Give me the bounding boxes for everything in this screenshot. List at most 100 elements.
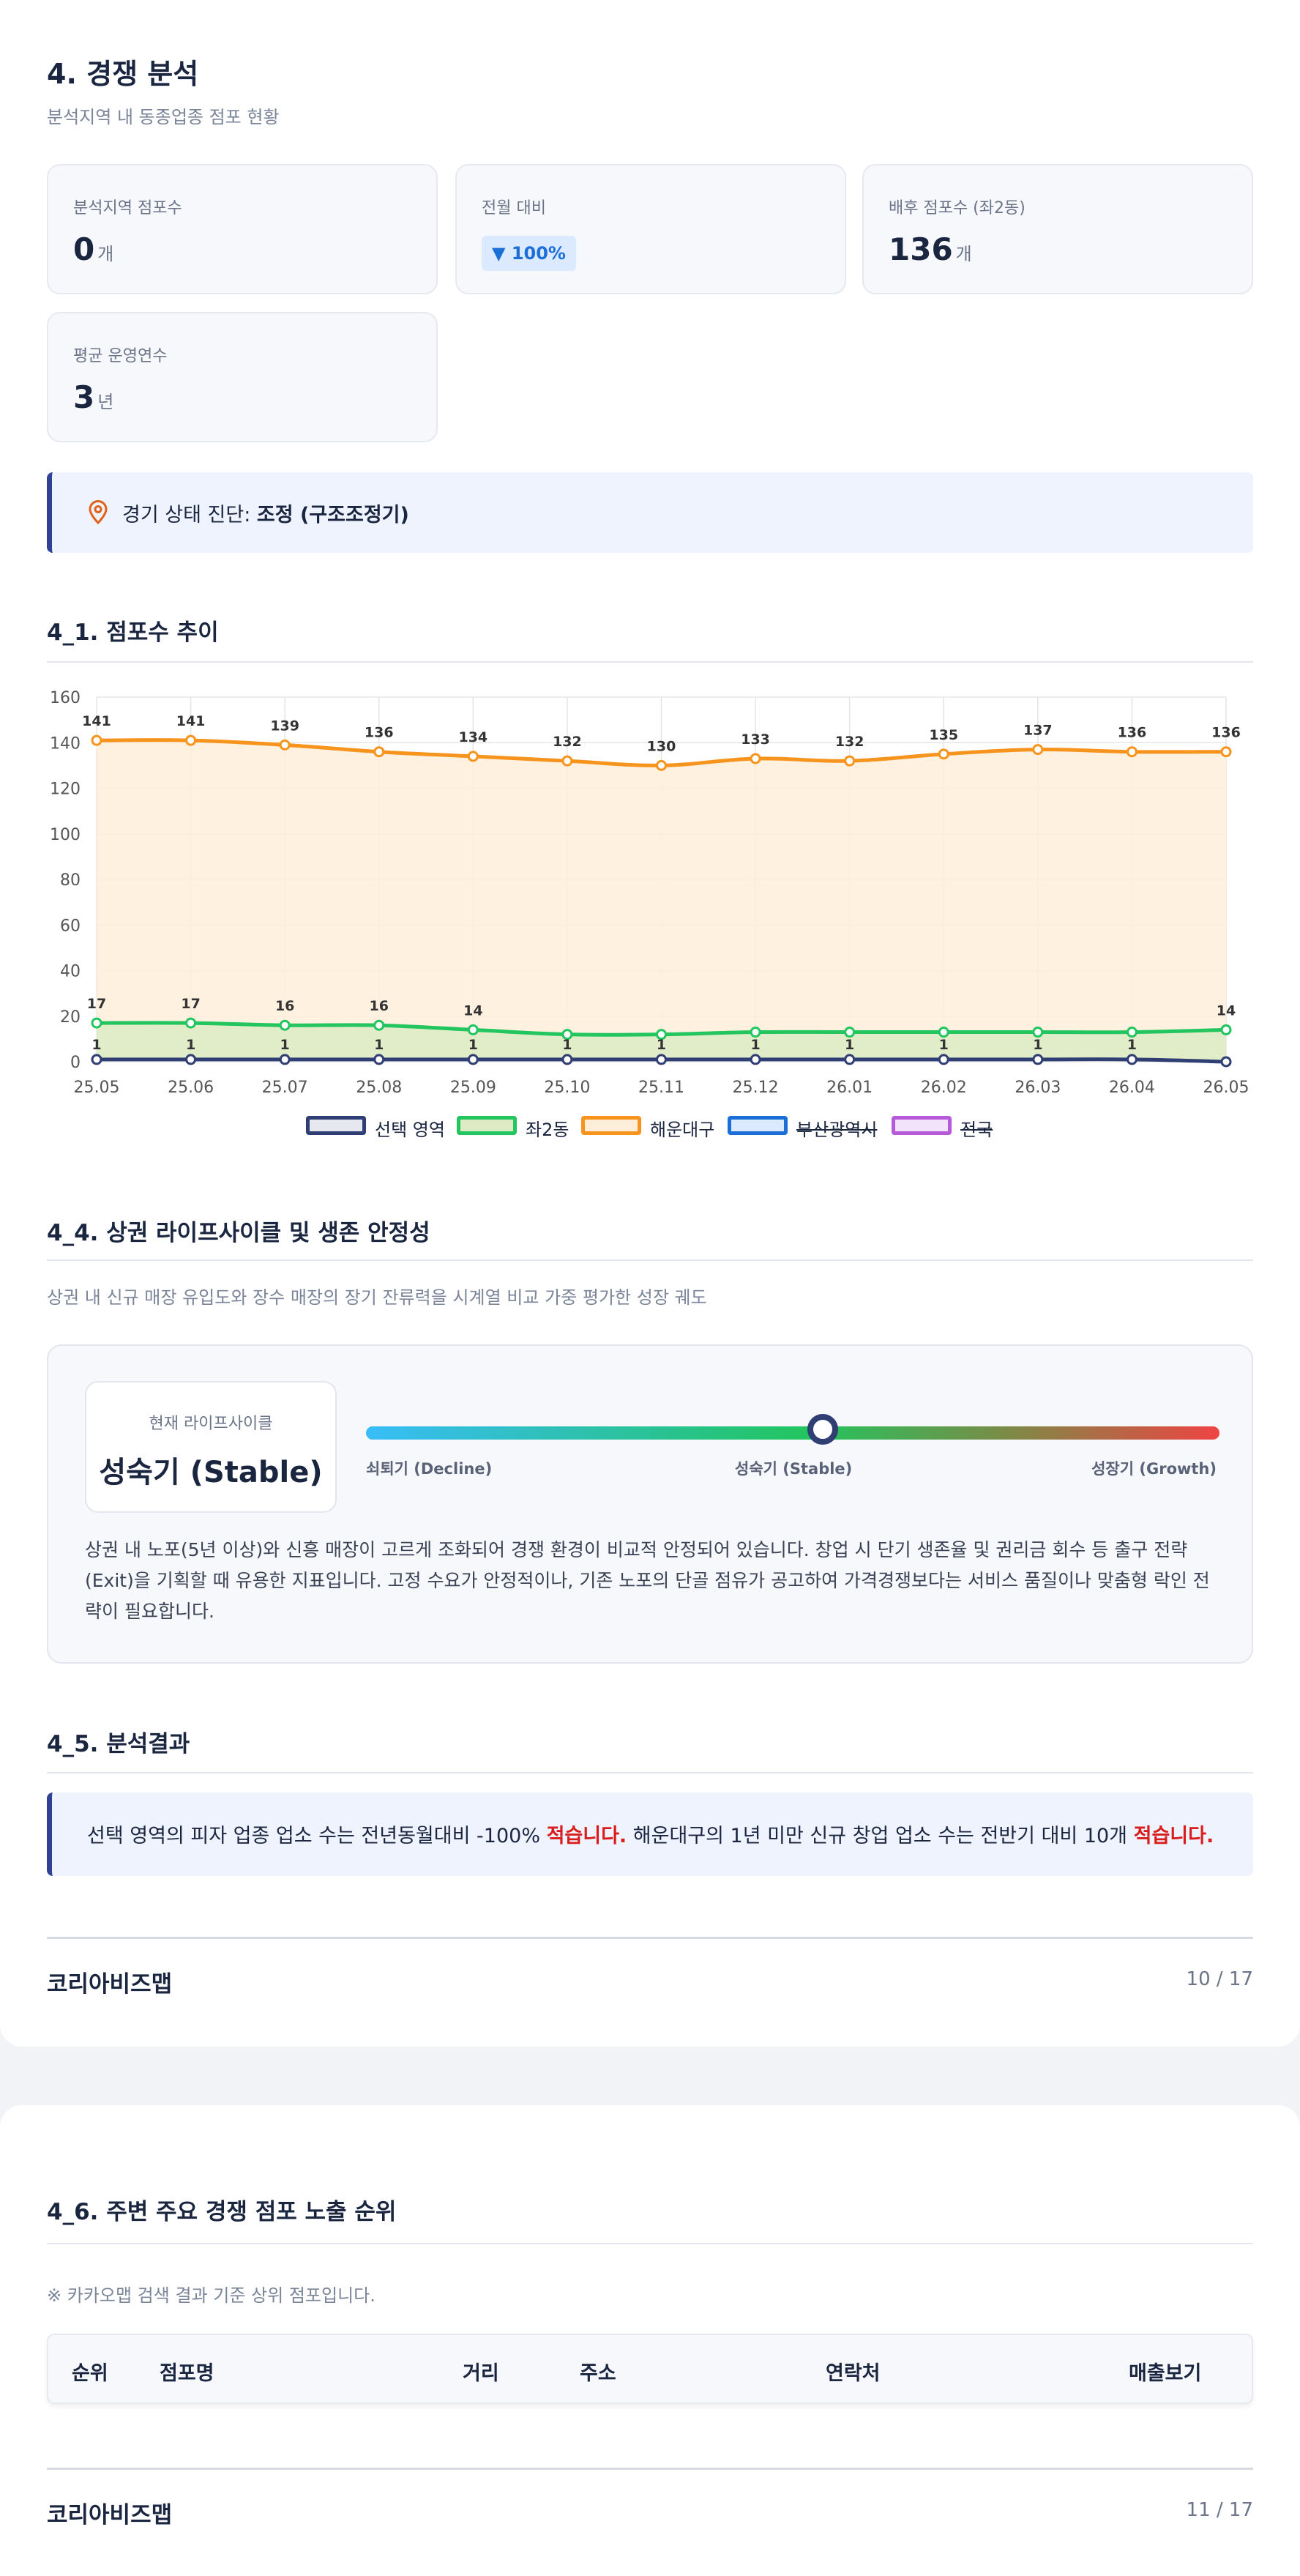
data-label: 136 — [1118, 725, 1147, 741]
store-count-trend-chart: 0 20 40 60 80 100 120 140 160 25.05 25.06 25.07 25.0… — [50, 689, 1249, 1097]
x-tick-label: 26.01 — [826, 1079, 873, 1097]
data-point — [750, 753, 761, 764]
data-label: 1 — [468, 1037, 478, 1053]
data-point — [938, 1027, 949, 1038]
data-label: 14 — [1217, 1002, 1236, 1019]
y-tick-label: 40 — [60, 963, 81, 981]
data-label: 1 — [280, 1037, 290, 1053]
legend-swatch-nationwide[interactable] — [892, 1116, 952, 1135]
data-label: 1 — [657, 1037, 666, 1053]
data-label: 17 — [87, 996, 106, 1012]
footer-divider — [47, 2468, 1253, 2470]
diagnosis-box: 경기 상태 진단: 조정 (구조조정기) — [47, 472, 1253, 553]
y-tick-label: 160 — [50, 689, 81, 707]
data-label: 133 — [741, 732, 770, 748]
data-point — [373, 1054, 385, 1065]
lifecycle-current-card: 현재 라이프사이클 성숙기 (Stable) — [85, 1381, 337, 1513]
footer-brand: 코리아비즈맵 — [47, 1971, 173, 1998]
data-point — [467, 1054, 479, 1065]
result-text: 선택 영역의 피자 업종 업소 수는 전년동월대비 -100% 적습니다. 해운… — [87, 1825, 1214, 1847]
x-tick-label: 26.02 — [921, 1079, 967, 1097]
data-point — [938, 748, 949, 760]
stat-label: 배후 점포수 (좌2동) — [889, 199, 1026, 217]
data-point — [91, 734, 102, 746]
y-tick-label: 140 — [50, 734, 81, 753]
change-badge: ▼ 100% — [482, 236, 576, 271]
data-label: 139 — [270, 718, 299, 734]
diagnosis-value: 조정 (구조조정기) — [256, 504, 409, 526]
data-label: 16 — [370, 998, 389, 1014]
data-point — [467, 1024, 479, 1035]
data-label: 17 — [181, 996, 200, 1012]
x-tick-label: 26.04 — [1109, 1079, 1155, 1097]
result-section-title: 4_5. 분석결과 — [47, 1731, 190, 1757]
footer-brand: 코리아비즈맵 — [47, 2502, 173, 2528]
data-point — [1032, 1027, 1044, 1038]
stat-label: 분석지역 점포수 — [73, 199, 182, 217]
lifecycle-card-value: 성숙기 (Stable) — [99, 1456, 323, 1489]
divider — [47, 2243, 1253, 2244]
data-label: 130 — [647, 738, 676, 754]
data-label: 14 — [463, 1002, 482, 1019]
series-area-해운대구 — [97, 740, 1226, 1062]
x-tick-label: 25.07 — [262, 1079, 308, 1097]
data-point — [1126, 1027, 1138, 1038]
data-label: 136 — [365, 725, 394, 741]
x-tick-label: 25.10 — [544, 1079, 590, 1097]
legend-swatch-busan[interactable] — [728, 1116, 788, 1135]
data-label: 136 — [1211, 725, 1241, 741]
data-label: 132 — [835, 734, 864, 750]
data-point — [844, 1027, 856, 1038]
legend-label-nationwide[interactable]: 전국 — [960, 1120, 993, 1140]
lifecycle-card-label: 현재 라이프사이클 — [149, 1415, 273, 1433]
data-point — [750, 1054, 761, 1065]
page-title: 4. 경쟁 분석 — [47, 58, 199, 90]
data-point — [844, 755, 856, 767]
y-tick-label: 0 — [70, 1054, 81, 1072]
data-point — [185, 1054, 197, 1065]
data-label: 132 — [553, 734, 582, 750]
data-point — [279, 1054, 291, 1065]
data-point — [656, 1029, 667, 1041]
diagnosis-text: 경기 상태 진단: 조정 (구조조정기) — [122, 504, 409, 526]
data-label: 137 — [1023, 723, 1053, 739]
data-label: 135 — [929, 727, 958, 743]
data-label: 141 — [82, 713, 111, 729]
data-label: 1 — [939, 1037, 949, 1053]
column-header-distance: 거리 — [463, 2362, 499, 2385]
data-point — [1220, 746, 1232, 758]
legend-label-busan[interactable]: 부산광역시 — [796, 1120, 878, 1140]
legend-swatch-jwa2dong[interactable] — [457, 1116, 517, 1135]
legend-swatch-selected[interactable] — [306, 1116, 366, 1135]
x-tick-label: 25.12 — [733, 1079, 779, 1097]
lifecycle-tick-decline: 쇠퇴기 (Decline) — [366, 1460, 493, 1478]
column-header-rank: 순위 — [72, 2362, 108, 2385]
legend-label-haeundae[interactable]: 해운대구 — [650, 1120, 715, 1140]
report-page-11: 4_6. 주변 주요 경쟁 점포 노출 순위 ※ 카카오맵 검색 결과 기준 상… — [0, 2105, 1300, 2576]
lifecycle-scale-bar — [366, 1426, 1219, 1440]
legend-label-selected[interactable]: 선택 영역 — [375, 1120, 445, 1140]
data-point — [844, 1054, 856, 1065]
lifecycle-explanation: 상권 내 노포(5년 이상)와 신흥 매장이 고르게 조화되어 경쟁 환경이 비… — [85, 1539, 1210, 1622]
divider — [47, 1259, 1253, 1261]
legend-label-jwa2dong[interactable]: 좌2동 — [526, 1120, 569, 1140]
footer-divider — [47, 1937, 1253, 1939]
column-header-contact: 연락처 — [826, 2362, 881, 2385]
data-point — [656, 1054, 667, 1065]
lifecycle-tick-growth: 성장기 (Growth) — [1091, 1460, 1217, 1478]
data-label: 1 — [1033, 1037, 1042, 1053]
legend-swatch-haeundae[interactable] — [581, 1116, 641, 1135]
result-box: 선택 영역의 피자 업종 업소 수는 전년동월대비 -100% 적습니다. 해운… — [47, 1793, 1253, 1876]
data-point — [561, 1029, 573, 1041]
data-point — [561, 1054, 573, 1065]
trend-section-title: 4_1. 점포수 추이 — [47, 619, 219, 646]
x-tick-label: 25.06 — [168, 1079, 214, 1097]
column-header-sales: 매출보기 — [1129, 2362, 1202, 2385]
y-tick-label: 20 — [60, 1008, 81, 1027]
x-tick-label: 26.03 — [1015, 1079, 1061, 1097]
data-point — [467, 751, 479, 762]
data-point — [1220, 1024, 1232, 1035]
